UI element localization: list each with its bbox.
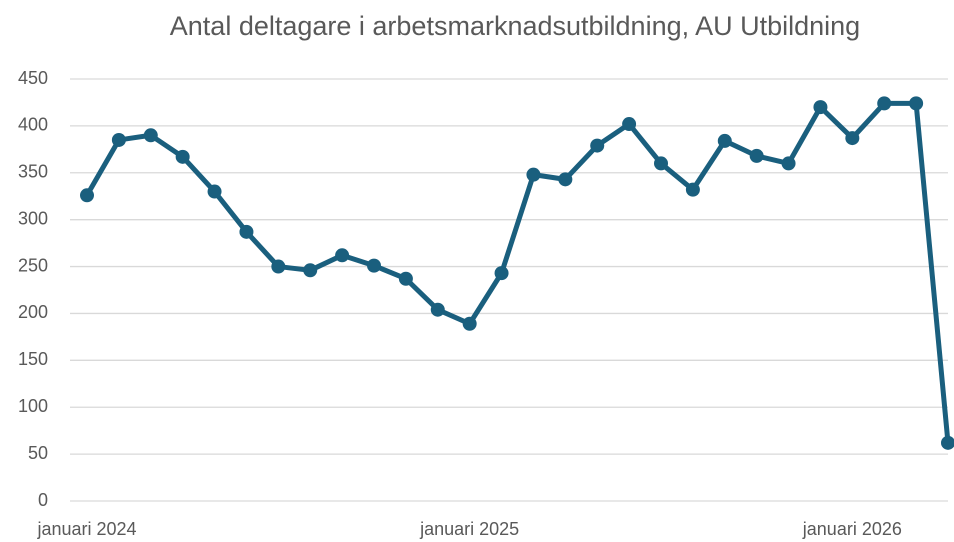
- y-tick-label: 400: [18, 115, 48, 135]
- data-point: [143, 128, 158, 143]
- data-point: [367, 258, 381, 273]
- x-tick-label: januari 2024: [36, 519, 136, 539]
- data-point: [462, 316, 477, 331]
- data-point: [654, 156, 668, 171]
- data-point: [877, 96, 892, 111]
- x-tick-label: januari 2026: [802, 519, 902, 539]
- y-tick-label: 200: [18, 302, 48, 322]
- data-point: [207, 184, 222, 199]
- data-line: [84, 100, 951, 444]
- y-tick-label: 150: [18, 349, 48, 369]
- data-point: [239, 224, 254, 239]
- data-point: [909, 96, 924, 111]
- x-tick-label: januari 2025: [419, 519, 519, 539]
- y-tick-label: 50: [28, 443, 48, 463]
- y-tick-label: 100: [18, 396, 48, 416]
- data-point: [941, 435, 954, 450]
- data-point: [717, 133, 732, 148]
- data-point: [335, 248, 350, 263]
- data-point: [685, 182, 700, 197]
- data-point: [80, 188, 94, 203]
- y-tick-label: 250: [18, 255, 48, 275]
- data-point: [175, 149, 190, 164]
- data-point: [430, 302, 445, 317]
- data-point: [813, 100, 828, 115]
- y-tick-label: 300: [18, 208, 48, 228]
- data-point: [398, 271, 413, 286]
- y-tick-label: 450: [18, 68, 48, 88]
- data-point: [590, 138, 605, 153]
- data-point: [526, 167, 541, 182]
- data-point: [111, 132, 126, 147]
- data-point: [494, 266, 509, 281]
- data-point: [845, 131, 860, 146]
- data-point: [303, 263, 318, 278]
- data-point: [749, 148, 764, 163]
- data-point: [558, 172, 573, 187]
- data-point: [781, 156, 796, 171]
- data-point: [271, 259, 286, 274]
- y-tick-label: 0: [38, 490, 48, 510]
- y-tick-label: 350: [18, 162, 48, 182]
- chart-title: Antal deltagare i arbetsmarknadsutbildni…: [170, 11, 860, 41]
- data-point: [622, 117, 637, 132]
